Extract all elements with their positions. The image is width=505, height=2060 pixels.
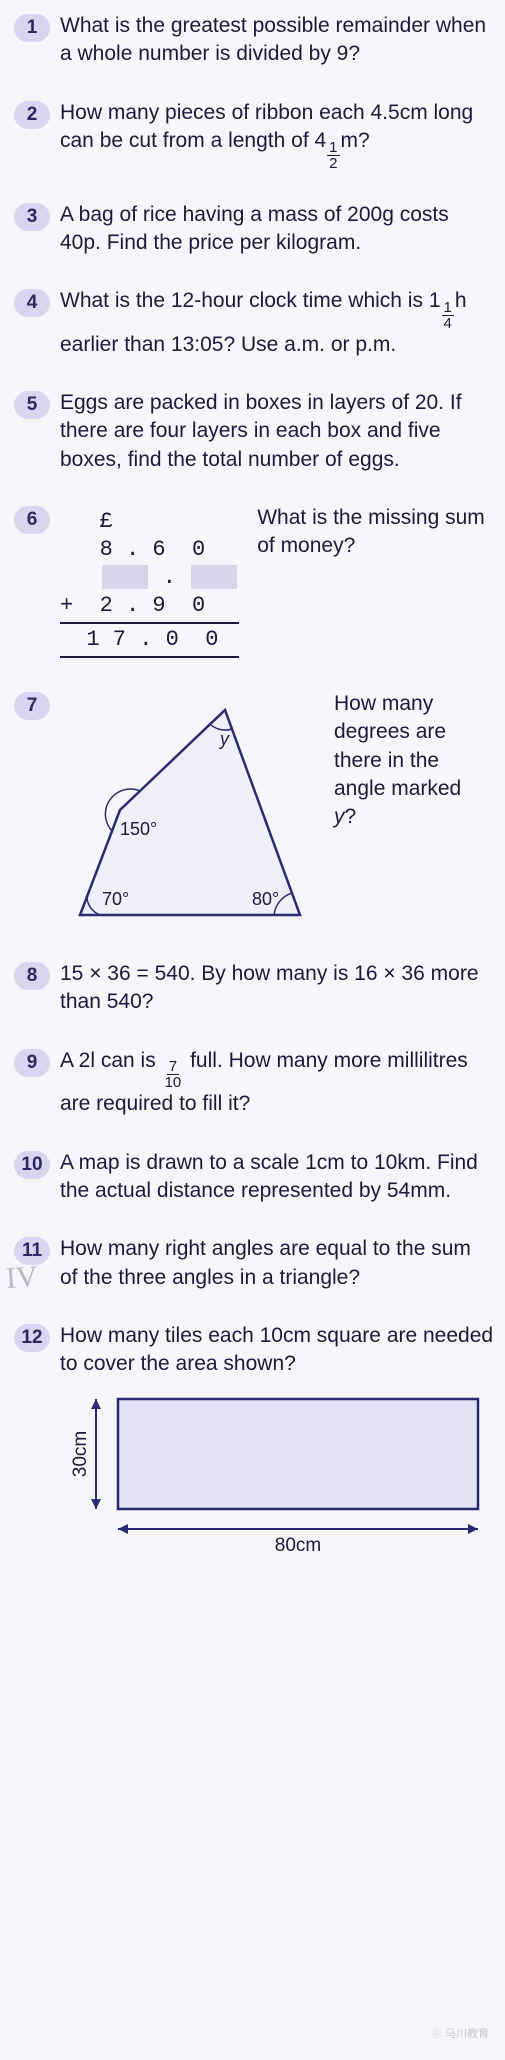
question-12: 12 How many tiles each 10cm square are n…: [14, 1322, 491, 1559]
question-text: A map is drawn to a scale 1cm to 10km. F…: [60, 1149, 491, 1206]
question-4: 4 What is the 12-hour clock time which i…: [14, 287, 491, 359]
angle-label-80: 80°: [252, 889, 279, 909]
denominator: 4: [442, 316, 454, 331]
mixed-number: 114: [429, 289, 455, 312]
question-text: A bag of rice having a mass of 200g cost…: [60, 201, 491, 258]
question-text: How many right angles are equal to the s…: [60, 1235, 491, 1292]
question-text: What is the missing sum of money?: [257, 504, 491, 561]
rectangle-svg: 30cm 80cm: [60, 1389, 500, 1559]
currency-row: £: [60, 508, 239, 536]
question-11: 11 How many right angles are equal to th…: [14, 1235, 491, 1292]
width-arrow-left: [118, 1524, 128, 1534]
watermark: 马川教育: [431, 2027, 489, 2042]
numerator: 1: [327, 140, 339, 156]
addend-3: + 2 . 9 0: [60, 592, 239, 620]
question-1: 1 What is the greatest possible remainde…: [14, 12, 491, 69]
angle-label-y: y: [218, 729, 230, 749]
question-body: 70° 80° 150° y How many degrees are ther…: [60, 690, 491, 930]
question-body: How many tiles each 10cm square are need…: [60, 1322, 500, 1559]
numerator: 7: [167, 1059, 179, 1075]
text-pre: A 2l can is: [60, 1049, 162, 1072]
question-3: 3 A bag of rice having a mass of 200g co…: [14, 201, 491, 258]
question-text: 15 × 36 = 540. By how many is 16 × 36 mo…: [60, 960, 491, 1017]
question-body: £ 8 . 6 0 . + 2 . 9 0 1 7 . 0 0 What is …: [60, 504, 491, 660]
question-text: What is the greatest possible remainder …: [60, 12, 491, 69]
missing-box-1: [102, 565, 148, 589]
height-arrow-top: [91, 1399, 101, 1409]
question-number: 11: [14, 1237, 50, 1265]
question-text: How many degrees are there in the angle …: [334, 690, 464, 832]
numerator: 1: [442, 300, 454, 316]
denominator: 2: [327, 156, 339, 171]
question-number: 7: [14, 692, 50, 720]
height-label: 30cm: [70, 1430, 91, 1476]
height-arrow-bottom: [91, 1499, 101, 1509]
question-number: 9: [14, 1049, 50, 1077]
sum-row: 1 7 . 0 0: [60, 626, 239, 654]
question-number: 4: [14, 289, 50, 317]
question-5: 5 Eggs are packed in boxes in layers of …: [14, 389, 491, 474]
question-7: 7 70° 80° 150° y How many degrees are th…: [14, 690, 491, 930]
question-number: 2: [14, 101, 50, 129]
whole-part: 4: [314, 129, 326, 152]
text-post: ?: [345, 805, 357, 828]
question-10: 10 A map is drawn to a scale 1cm to 10km…: [14, 1149, 491, 1206]
question-number: 10: [14, 1151, 50, 1179]
question-text: Eggs are packed in boxes in layers of 20…: [60, 389, 491, 474]
denominator: 10: [163, 1075, 184, 1090]
variable-y: y: [334, 805, 345, 828]
text-post: m?: [341, 129, 370, 152]
text-pre: What is the 12-hour clock time which is: [60, 289, 429, 312]
angle-label-70: 70°: [102, 889, 129, 909]
arithmetic-column: £ 8 . 6 0 . + 2 . 9 0 1 7 . 0 0: [60, 508, 239, 660]
question-number: 1: [14, 14, 50, 42]
currency-symbol: £: [100, 509, 113, 534]
mixed-number: 412: [314, 129, 340, 152]
angle-label-150: 150°: [120, 819, 157, 839]
fraction: 14: [442, 300, 454, 331]
question-number: 12: [14, 1324, 50, 1352]
sum-line: [60, 622, 239, 624]
addend-1: 8 . 6 0: [60, 536, 239, 564]
decimal: .: [150, 565, 190, 590]
quadrilateral-shape: [80, 710, 300, 915]
fraction: 12: [327, 140, 339, 171]
question-text: How many pieces of ribbon each 4.5cm lon…: [60, 99, 491, 171]
width-arrow-right: [468, 1524, 478, 1534]
question-text: A 2l can is 710 full. How many more mill…: [60, 1047, 491, 1119]
width-label: 80cm: [275, 1535, 321, 1556]
sum-line-bottom: [60, 656, 239, 658]
pad: [60, 565, 100, 590]
question-8: 8 15 × 36 = 540. By how many is 16 × 36 …: [14, 960, 491, 1017]
question-number: 3: [14, 203, 50, 231]
question-2: 2 How many pieces of ribbon each 4.5cm l…: [14, 99, 491, 171]
question-number: 8: [14, 962, 50, 990]
fraction: 710: [163, 1059, 184, 1090]
question-text: What is the 12-hour clock time which is …: [60, 287, 491, 359]
text-pre: How many degrees are there in the angle …: [334, 692, 461, 800]
whole-part: 1: [429, 289, 441, 312]
rectangle-diagram: 30cm 80cm: [60, 1389, 500, 1559]
question-6: 6 £ 8 . 6 0 . + 2 . 9 0 1 7 . 0 0 What i…: [14, 504, 491, 660]
missing-box-2: [191, 565, 237, 589]
question-9: 9 A 2l can is 710 full. How many more mi…: [14, 1047, 491, 1119]
question-text: How many tiles each 10cm square are need…: [60, 1322, 500, 1379]
text-pre: How many pieces of ribbon each 4.5cm lon…: [60, 101, 473, 152]
question-number: 5: [14, 391, 50, 419]
tiled-rectangle: [118, 1399, 478, 1509]
question-number: 6: [14, 506, 50, 534]
quadrilateral-diagram: 70° 80° 150° y: [60, 690, 320, 930]
missing-row: .: [60, 564, 239, 592]
